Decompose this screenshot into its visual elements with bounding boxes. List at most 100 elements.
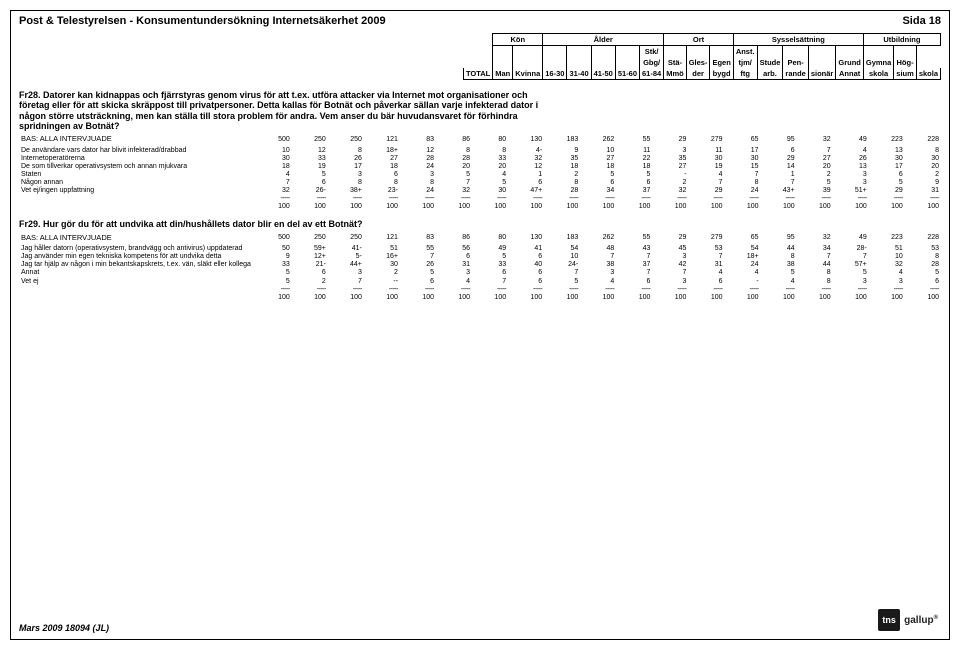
col-header-cell	[463, 46, 492, 58]
data-cell: 6	[508, 269, 544, 277]
tns-gallup-logo: tns gallup®	[875, 607, 941, 633]
data-cell: 5	[616, 171, 652, 179]
total-cell: 100	[472, 203, 508, 211]
data-cell: 24	[725, 187, 761, 195]
data-cell: 8	[905, 253, 941, 261]
col-header-cell	[615, 57, 639, 68]
dash-cell: -----	[688, 286, 724, 294]
data-cell: 3	[652, 147, 688, 155]
dash-cell: -----	[436, 195, 472, 203]
data-cell: 33	[292, 155, 328, 163]
dash-cell: -----	[256, 195, 292, 203]
dash-cell: -----	[364, 195, 400, 203]
dash-cell: -----	[436, 286, 472, 294]
data-cell: 10	[544, 253, 580, 261]
total-cell: 100	[328, 294, 364, 302]
data-cell: 4	[256, 171, 292, 179]
col-header-cell	[664, 46, 687, 58]
data-cell: --	[364, 278, 400, 286]
data-cell: 12	[508, 163, 544, 171]
row-label: De användare vars dator har blivit infek…	[19, 147, 256, 155]
footer-date: Mars 2009 18094 (JL)	[19, 623, 109, 633]
data-cell: 26	[400, 261, 436, 269]
dash-cell: -----	[328, 195, 364, 203]
data-cell: 44+	[328, 261, 364, 269]
col-header-cell: skola	[916, 68, 940, 80]
dash-cell: -----	[761, 195, 797, 203]
data-cell: 3	[436, 269, 472, 277]
col-header-cell: 31-40	[567, 68, 591, 80]
base-cell: 65	[725, 135, 761, 144]
data-cell: 5	[580, 171, 616, 179]
data-cell: 5	[436, 171, 472, 179]
data-cell: 4	[472, 171, 508, 179]
data-cell: 8	[328, 147, 364, 155]
base-cell: 130	[508, 135, 544, 144]
row-label: Jag tar hjälp av någon i min bekantskaps…	[19, 261, 256, 269]
dash-cell: -----	[869, 286, 905, 294]
data-cell: 30	[688, 155, 724, 163]
data-cell: 7	[328, 278, 364, 286]
data-cell: 18	[616, 163, 652, 171]
data-cell: 4	[688, 269, 724, 277]
data-cell: 8	[725, 179, 761, 187]
data-cell: 32	[508, 155, 544, 163]
data-cell: 5	[472, 253, 508, 261]
data-cell: 11	[616, 147, 652, 155]
data-cell: 17	[328, 163, 364, 171]
total-cell: 100	[364, 294, 400, 302]
data-cell: 4-	[508, 147, 544, 155]
col-header-cell	[615, 46, 639, 58]
data-cell: 54	[725, 245, 761, 253]
data-cell: 29	[761, 155, 797, 163]
page-content: KönÅlderOrtSysselsättningUtbildningStk/A…	[11, 29, 949, 302]
col-header-cell: Stk/	[640, 46, 664, 58]
col-header-cell	[567, 57, 591, 68]
data-cell: 5	[797, 179, 833, 187]
col-header-cell: ftg	[733, 68, 757, 80]
data-cell: 41	[508, 245, 544, 253]
data-cell: 24	[400, 187, 436, 195]
dash-cell: -----	[400, 286, 436, 294]
col-header-cell: sionär	[808, 68, 836, 80]
page-header: Post & Telestyrelsen - Konsumentundersök…	[11, 11, 949, 29]
data-cell: 3	[652, 253, 688, 261]
col-header-cell: skola	[863, 68, 893, 80]
group-header: Ort	[664, 34, 734, 46]
data-cell: 7	[616, 269, 652, 277]
total-cell: 100	[580, 294, 616, 302]
data-cell: 3	[328, 171, 364, 179]
data-cell: -	[725, 278, 761, 286]
col-header-cell: arb.	[757, 68, 783, 80]
base-label: BAS: ALLA INTERVJUADE	[19, 234, 256, 243]
data-cell: 47+	[508, 187, 544, 195]
base-cell: 262	[580, 234, 616, 243]
data-cell: 40	[508, 261, 544, 269]
data-cell: 6	[688, 278, 724, 286]
data-cell: 6	[616, 278, 652, 286]
col-header-cell: tjm/	[733, 57, 757, 68]
total-cell: 100	[905, 294, 941, 302]
data-cell: 26	[328, 155, 364, 163]
total-cell: 100	[400, 294, 436, 302]
total-cell: 100	[580, 203, 616, 211]
data-cell: 53	[905, 245, 941, 253]
data-cell: 33	[472, 155, 508, 163]
data-cell: 7	[544, 269, 580, 277]
total-cell: 100	[652, 294, 688, 302]
data-cell: 8	[797, 278, 833, 286]
col-header-cell: bygd	[710, 68, 733, 80]
dash-cell: -----	[652, 195, 688, 203]
dash-cell: -----	[580, 195, 616, 203]
q28-text: Fr28. Datorer kan kidnappas och fjärrsty…	[19, 90, 539, 131]
data-cell: 33	[256, 261, 292, 269]
data-cell: 51	[869, 245, 905, 253]
data-cell: 29	[869, 187, 905, 195]
data-cell: 18	[364, 163, 400, 171]
data-cell: 19	[688, 163, 724, 171]
data-cell: 19	[292, 163, 328, 171]
data-cell: 18+	[725, 253, 761, 261]
col-header-cell: Egen	[710, 57, 733, 68]
total-cell: 100	[292, 294, 328, 302]
data-cell: 26	[833, 155, 869, 163]
